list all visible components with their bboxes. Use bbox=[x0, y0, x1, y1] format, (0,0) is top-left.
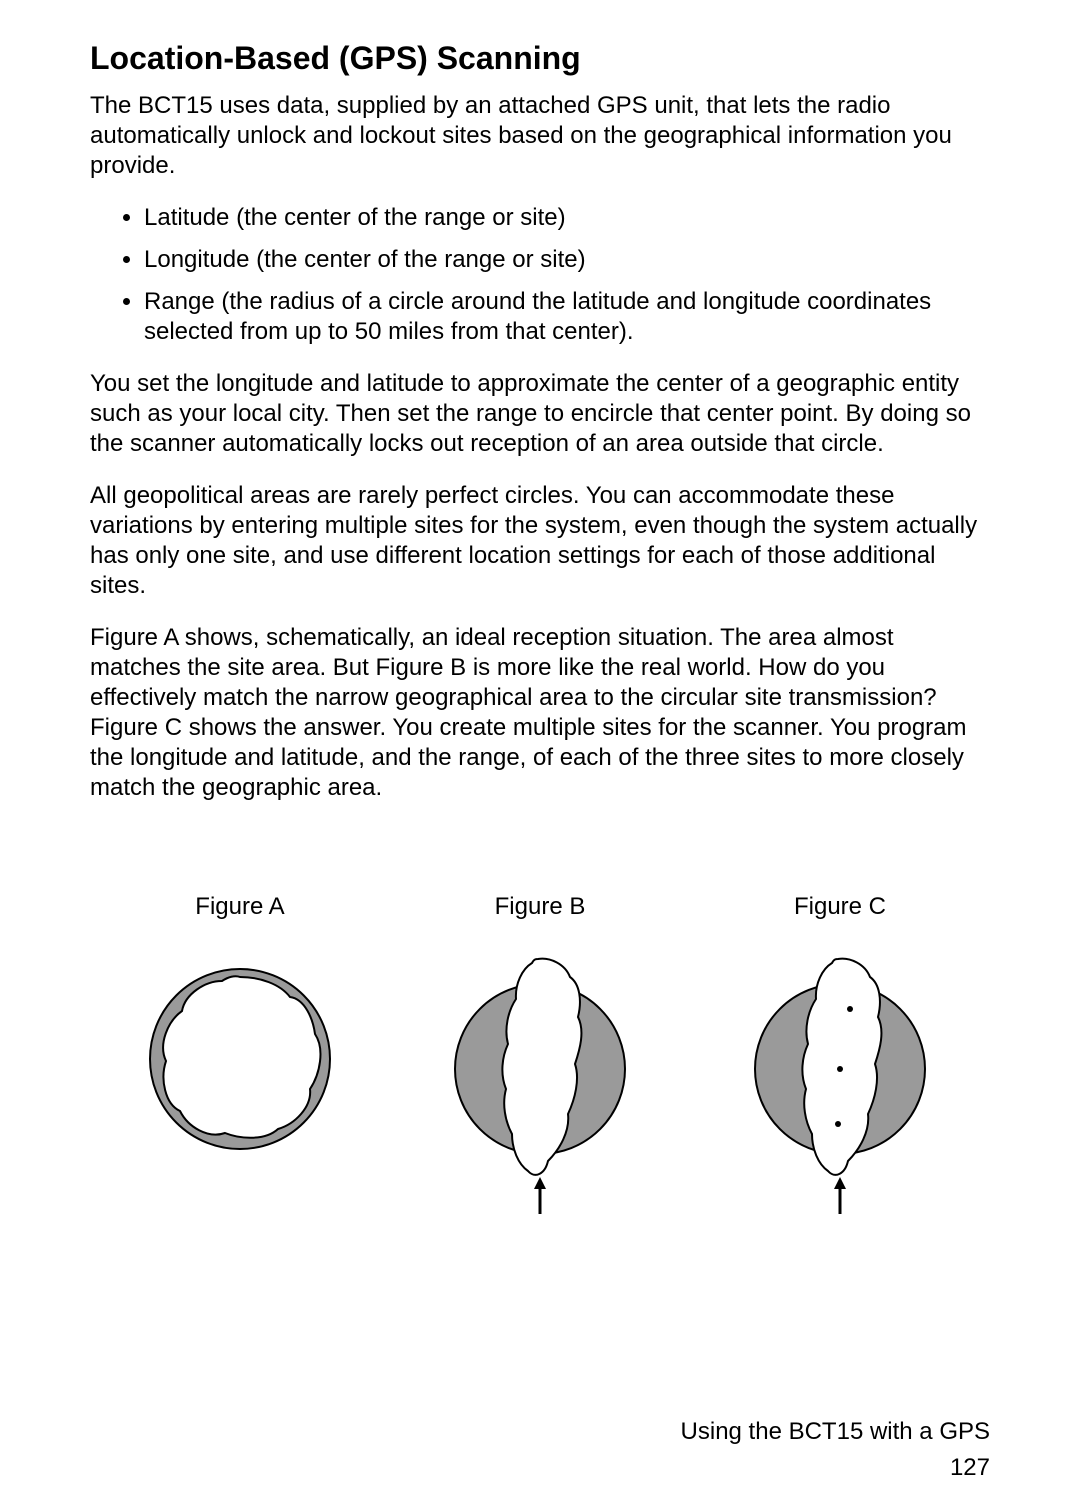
bullet-item: Longitude (the center of the range or si… bbox=[144, 245, 990, 275]
bullet-list: Latitude (the center of the range or sit… bbox=[90, 203, 990, 347]
figure-b-diagram bbox=[430, 939, 650, 1219]
figure-b: Figure B bbox=[400, 893, 680, 1219]
figure-c-label: Figure C bbox=[794, 893, 886, 921]
figure-c-diagram bbox=[730, 939, 950, 1219]
document-page: Location-Based (GPS) Scanning The BCT15 … bbox=[0, 0, 1080, 1494]
figure-a-label: Figure A bbox=[195, 893, 284, 921]
figure-a: Figure A bbox=[100, 893, 380, 1219]
figure-b-label: Figure B bbox=[495, 893, 586, 921]
section-heading: Location-Based (GPS) Scanning bbox=[90, 40, 990, 77]
bullet-item: Range (the radius of a circle around the… bbox=[144, 287, 990, 347]
footer-text: Using the BCT15 with a GPS bbox=[681, 1418, 990, 1446]
body-paragraph: Figure A shows, schematically, an ideal … bbox=[90, 623, 990, 803]
body-paragraph: You set the longitude and latitude to ap… bbox=[90, 369, 990, 459]
page-number: 127 bbox=[950, 1454, 990, 1482]
intro-paragraph: The BCT15 uses data, supplied by an atta… bbox=[90, 91, 990, 181]
bullet-item: Latitude (the center of the range or sit… bbox=[144, 203, 990, 233]
figure-c: Figure C bbox=[700, 893, 980, 1219]
figures-row: Figure A Figure B Figure C bbox=[90, 893, 990, 1219]
figure-a-diagram bbox=[130, 939, 350, 1219]
body-paragraph: All geopolitical areas are rarely perfec… bbox=[90, 481, 990, 601]
